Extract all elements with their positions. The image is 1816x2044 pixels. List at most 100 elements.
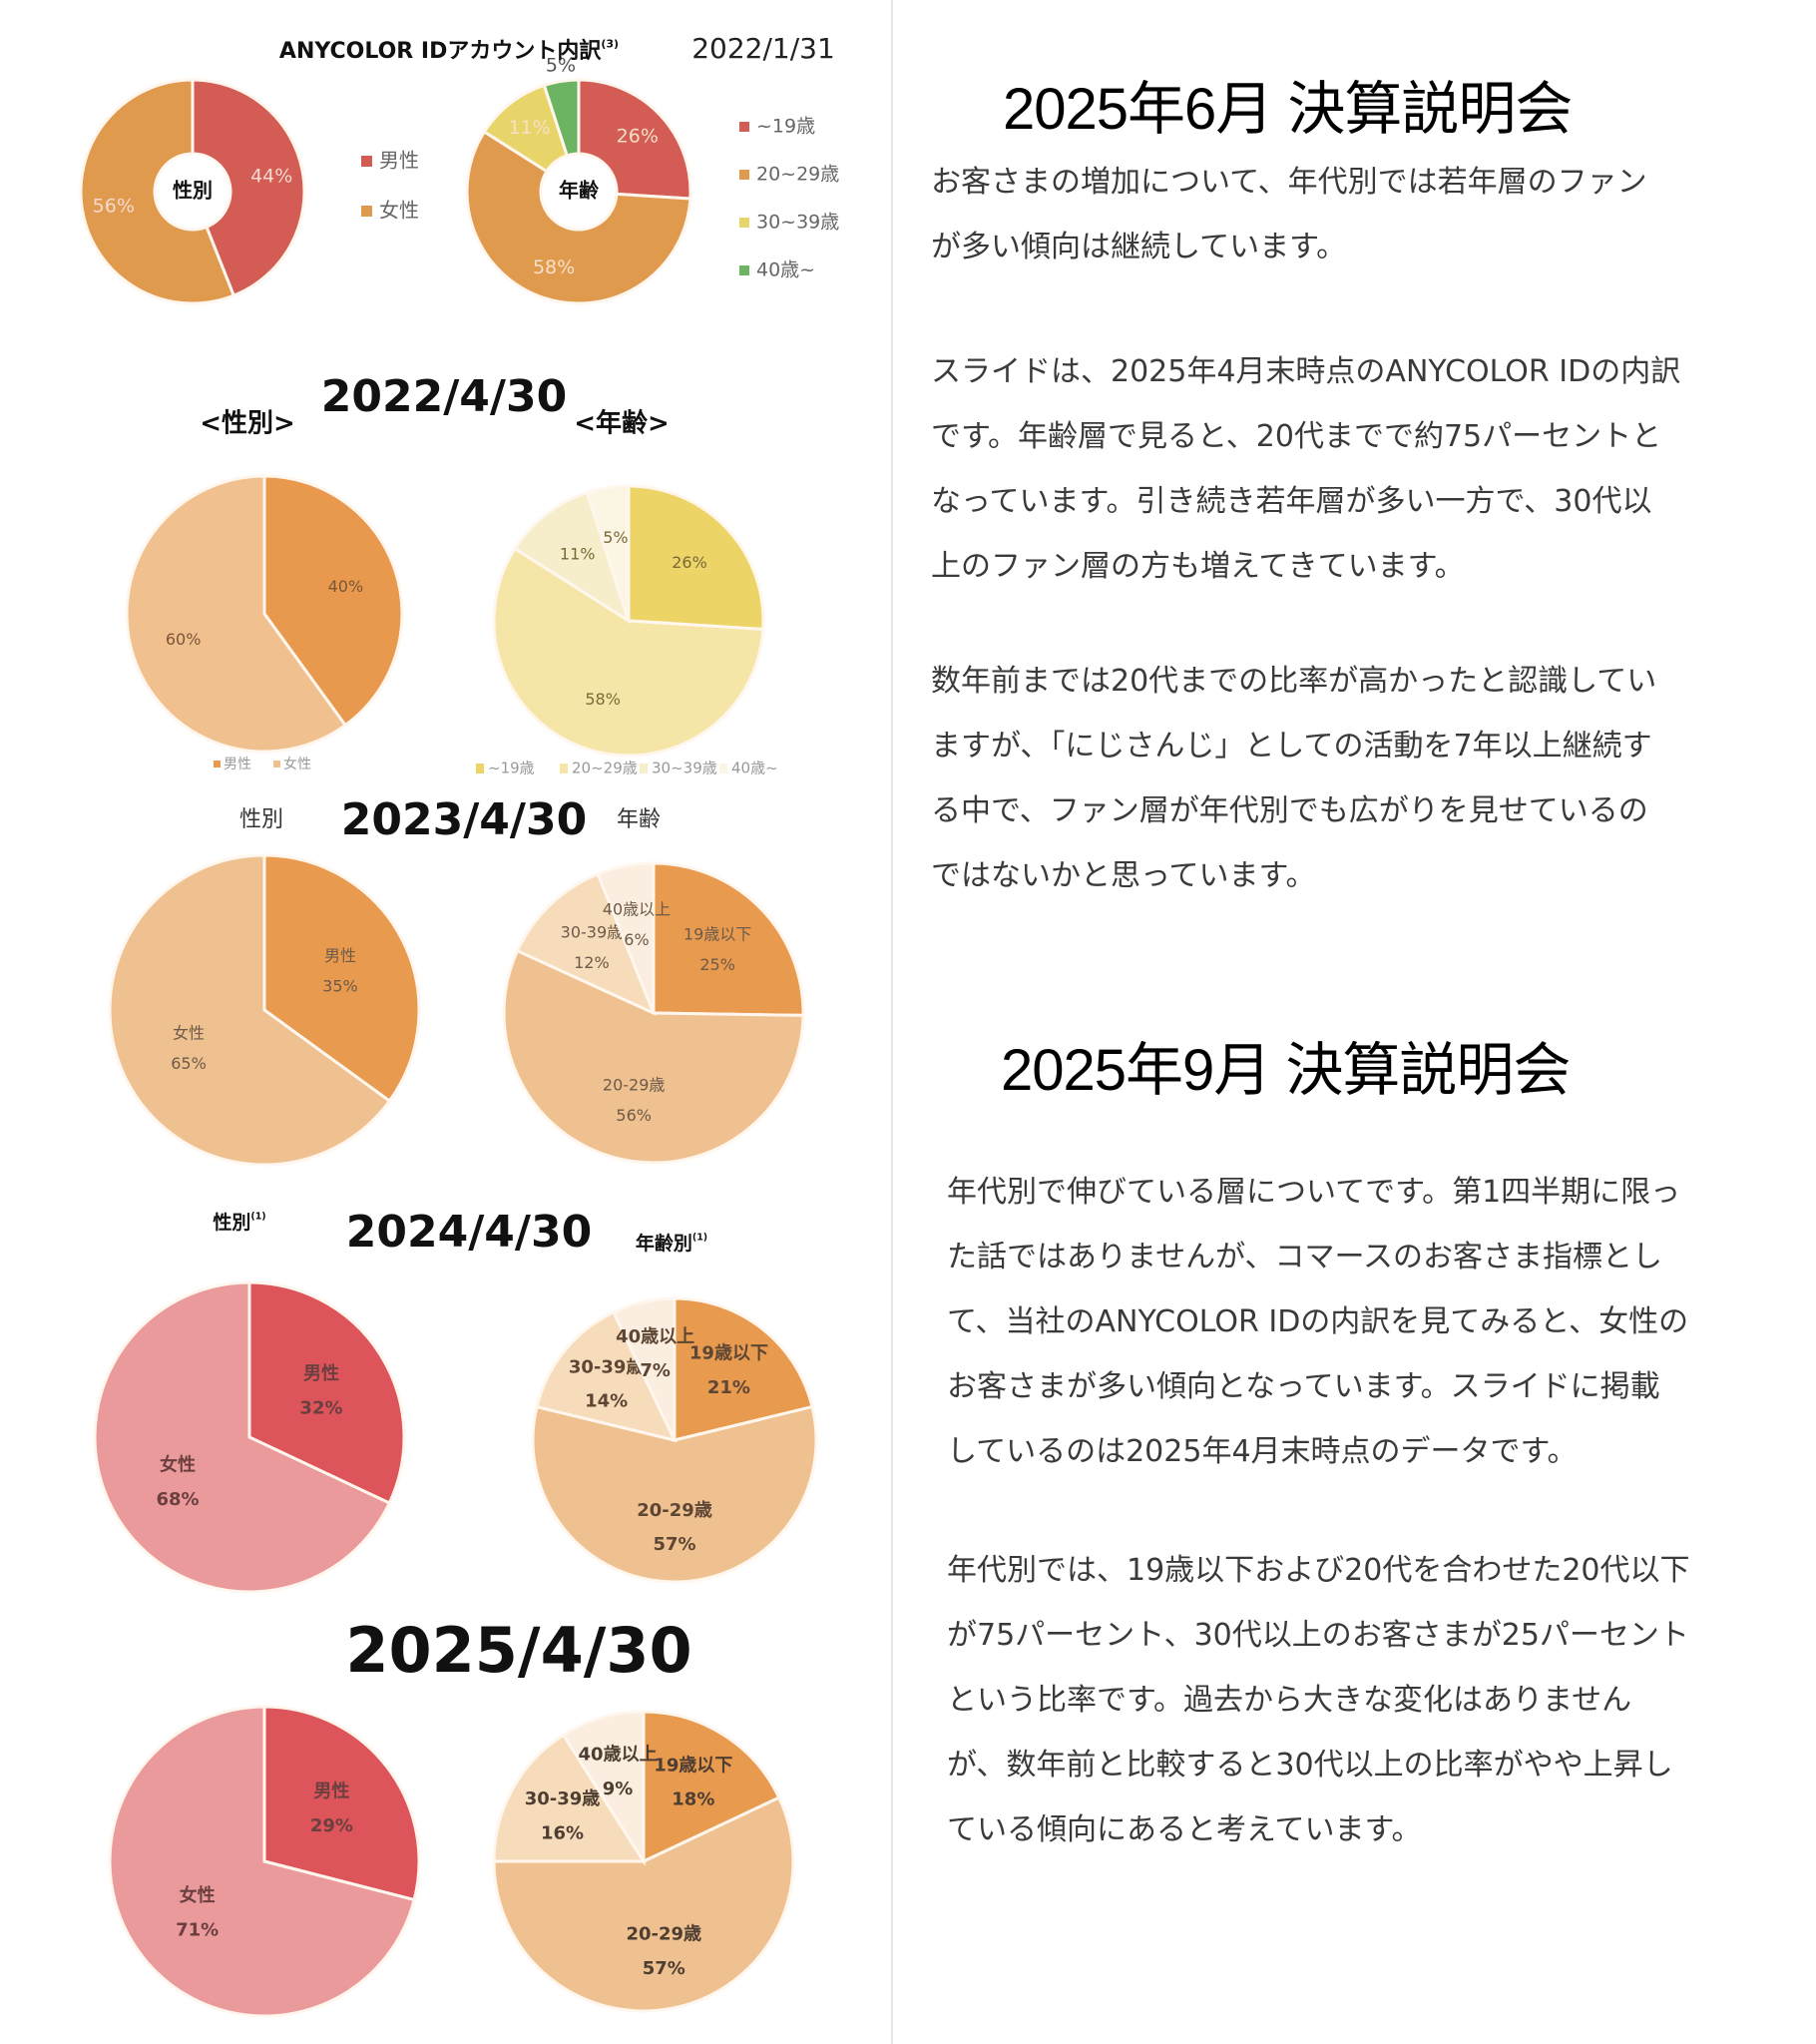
section1-title: ANYCOLOR IDアカウント内訳(3): [279, 37, 619, 64]
pie-slice-9-1: [262, 1705, 421, 1902]
legend-swatch-2022-age-1: [476, 764, 484, 773]
pie-slice-10-2: [492, 1795, 795, 2013]
legend-swatch-gender-1: [361, 156, 372, 167]
pie-slice-4-4: [585, 484, 631, 622]
section3-gender-subtitle: 性別: [239, 807, 283, 832]
pie-slice-6-1: [652, 861, 805, 1017]
pie-slice-8-1: [673, 1296, 814, 1442]
legend-swatch-2022-age-3: [640, 764, 648, 773]
pie-label-1-2: 56%: [93, 196, 135, 218]
pie-label-10-1: 19歳以下 18%: [654, 1755, 732, 1809]
section2-gender-subtitle: <性別>: [200, 409, 295, 439]
donut-center-label-1: 性別: [173, 179, 213, 203]
section4-title: 2024/4/30: [346, 1207, 592, 1258]
pie-slice-8-4: [611, 1296, 677, 1441]
pie-label-3-1: 40%: [328, 577, 364, 596]
pie-label-9-1: 男性 29%: [310, 1781, 353, 1836]
pie-slice-10-1: [642, 1710, 781, 1864]
pie-chart-collage: 44% 56% 性別 26% 58% 11% 5% 年齢 40% 60% 26% 58% 11% 5% 男性…: [79, 32, 839, 2018]
section1-date: 2022/1/31: [691, 32, 835, 65]
pie-slice-3-2: [125, 474, 348, 754]
legend-label-age-3: 30~39歳: [756, 212, 839, 234]
pie-label-8-4: 40歳以上 7%: [616, 1326, 694, 1381]
pie-slice-8-3: [535, 1309, 678, 1443]
june-paragraph-1: お客さまの増加について、年代別では若年層のファン が多い傾向は継続しています。: [931, 165, 1647, 264]
pie-label-6-4: 40歳以上 6%: [603, 899, 671, 948]
pie-slice-6-2: [502, 948, 805, 1165]
pie-label-4-2: 58%: [585, 690, 621, 709]
pie-slice-1-2: [79, 78, 236, 305]
section3-age-subtitle: 年齢: [617, 807, 661, 832]
pie-label-9-2: 女性 71%: [176, 1884, 219, 1940]
section5-title: 2025/4/30: [345, 1614, 691, 1687]
legend-label-age-4: 40歳~: [756, 259, 815, 281]
pie-slice-8-2: [531, 1404, 818, 1584]
legend-swatch-age-2: [739, 170, 749, 180]
pie-label-1-1: 44%: [250, 165, 292, 187]
legend-swatch-age-3: [739, 218, 749, 228]
pie-label-2-1: 26%: [617, 125, 659, 147]
pie-slice-4-3: [512, 490, 632, 625]
pie-label-6-1: 19歳以下 25%: [683, 924, 751, 973]
pie-label-6-2: 20-29歳 56%: [603, 1075, 666, 1124]
legend-label-age-2: 20~29歳: [756, 164, 839, 186]
pie-slice-9-2: [108, 1705, 416, 2018]
pie-label-2-2: 58%: [533, 256, 575, 278]
june-briefing-heading: 2025年6月 決算説明会: [1003, 77, 1573, 142]
pie-label-4-1: 26%: [672, 553, 707, 572]
section4-age-subtitle: 年齢別(1): [636, 1232, 707, 1255]
legend-label-2022-age-1: ~19歳: [488, 760, 535, 777]
pie-label-8-3: 30-39歳 14%: [569, 1356, 645, 1411]
pie-label-10-3: 30-39歳 16%: [525, 1788, 601, 1843]
pie-slice-5-2: [108, 853, 392, 1167]
pie-label-2-3: 11%: [508, 117, 550, 139]
pie-slice-6-3: [515, 871, 657, 1016]
pie-label-4-3: 11%: [560, 544, 596, 563]
pie-slice-3-1: [262, 474, 404, 728]
pie-label-10-4: 40歳以上 9%: [579, 1745, 658, 1799]
pie-slice-2-1: [577, 78, 692, 201]
legend-swatch-age-1: [739, 122, 749, 132]
section2-title: 2022/4/30: [321, 371, 567, 422]
legend-swatch-2022-gender-2: [273, 761, 280, 767]
legend-swatch-2022-age-2: [560, 764, 568, 773]
legend-label-2022-age-2: 20~29歳: [572, 760, 638, 777]
section2-age-subtitle: <年齢>: [574, 408, 670, 439]
september-paragraph-2: 年代別では、19歳以下および20代を合わせた20代以下 が75パーセント、30代…: [947, 1553, 1690, 1847]
legend-swatch-2022-age-4: [719, 764, 727, 773]
pie-label-2-4: 5%: [546, 55, 576, 77]
legend-label-2022-gender-1: 男性: [224, 757, 251, 772]
pie-slice-4-1: [627, 484, 765, 632]
pie-slice-5-1: [262, 853, 421, 1104]
pie-label-7-1: 男性 32%: [299, 1362, 342, 1418]
pie-slice-1-1: [191, 78, 306, 298]
pie-label-4-4: 5%: [603, 528, 628, 547]
pie-slice-7-1: [247, 1280, 406, 1505]
september-briefing-heading: 2025年9月 決算説明会: [1001, 1038, 1571, 1103]
legend-label-gender-1: 男性: [379, 149, 419, 173]
pie-label-5-2: 女性 65%: [171, 1023, 207, 1072]
section3-title: 2023/4/30: [341, 794, 587, 845]
slide-collage: 44% 56% 性別 26% 58% 11% 5% 年齢 40% 60% 26% 58% 11% 5% 男性…: [0, 0, 892, 2044]
september-paragraph-1: 年代別で伸びている層についてです。第1四半期に限っ た話ではありませんが、コマー…: [947, 1175, 1689, 1469]
pie-label-8-2: 20-29歳 57%: [637, 1500, 712, 1555]
legend-label-gender-2: 女性: [379, 199, 419, 223]
pie-label-3-2: 60%: [166, 630, 202, 649]
legend-label-2022-age-3: 30~39歳: [652, 760, 717, 777]
pie-slice-2-2: [465, 129, 692, 305]
legend-label-age-1: ~19歳: [756, 116, 815, 138]
pie-slice-6-4: [596, 861, 656, 1014]
legend-label-2022-gender-2: 女性: [283, 756, 311, 772]
pie-label-6-3: 30-39歳 12%: [561, 922, 624, 971]
pie-label-7-2: 女性 68%: [156, 1454, 199, 1510]
pie-slice-10-3: [492, 1733, 647, 1863]
legend-swatch-age-4: [739, 265, 749, 275]
legend-swatch-2022-gender-1: [214, 761, 221, 767]
pie-slice-4-2: [492, 546, 765, 758]
pie-slice-2-4: [542, 78, 581, 158]
pie-label-8-1: 19歳以下 21%: [689, 1343, 768, 1398]
june-paragraph-2: スライドは、2025年4月末時点のANYCOLOR IDの内訳 です。年齢層で見…: [931, 354, 1681, 584]
june-paragraph-3: 数年前までは20代までの比率が高かったと認識してい ますが、「にじさんじ」として…: [931, 664, 1657, 893]
section4-gender-subtitle: 性別(1): [213, 1211, 265, 1234]
commentary-column: 2025年6月 決算説明会 お客さまの増加について、年代別では若年層のファン が…: [893, 0, 1816, 2044]
